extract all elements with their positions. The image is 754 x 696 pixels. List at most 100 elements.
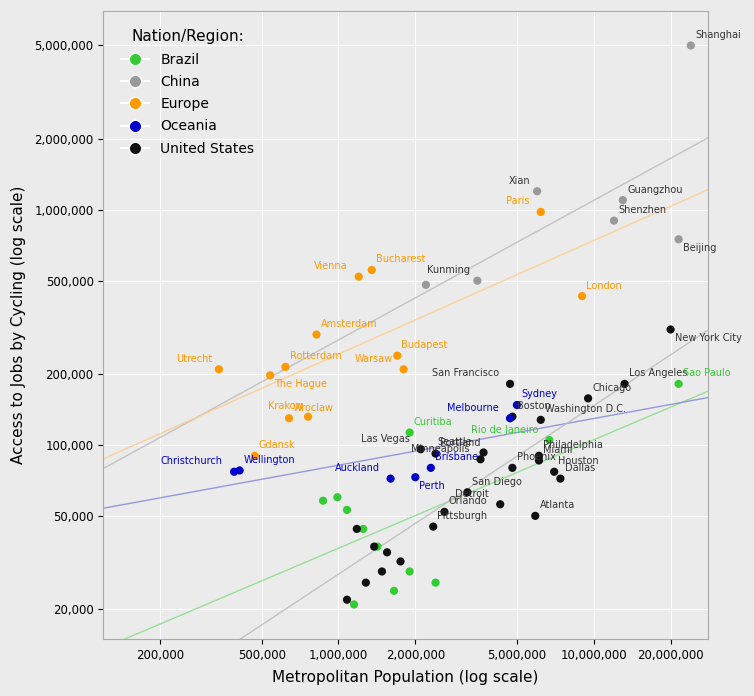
Text: Perth: Perth bbox=[419, 481, 446, 491]
Text: Miami: Miami bbox=[543, 445, 572, 455]
Point bbox=[264, 370, 276, 381]
Text: Shanghai: Shanghai bbox=[695, 30, 740, 40]
Point bbox=[213, 364, 225, 375]
Text: San Francisco: San Francisco bbox=[432, 368, 499, 379]
Point bbox=[228, 466, 240, 477]
Point bbox=[544, 434, 556, 445]
Point bbox=[507, 411, 519, 422]
Point bbox=[507, 462, 519, 473]
Text: Phoenix: Phoenix bbox=[516, 452, 556, 462]
Point bbox=[302, 411, 314, 422]
Text: Melbourne: Melbourne bbox=[447, 403, 499, 413]
Point bbox=[430, 448, 442, 459]
Point bbox=[673, 234, 685, 245]
Point bbox=[618, 379, 630, 390]
Point bbox=[685, 40, 697, 51]
Point bbox=[428, 521, 440, 532]
Text: Auckland: Auckland bbox=[335, 463, 379, 473]
Text: Vienna: Vienna bbox=[314, 261, 348, 271]
Point bbox=[391, 350, 403, 361]
Point bbox=[673, 379, 685, 390]
Point bbox=[425, 462, 437, 473]
Text: Utrecht: Utrecht bbox=[176, 354, 212, 364]
Point bbox=[283, 413, 295, 424]
Point bbox=[511, 400, 523, 411]
Y-axis label: Access to Jobs by Cycling (log scale): Access to Jobs by Cycling (log scale) bbox=[11, 186, 26, 464]
Text: Wellington: Wellington bbox=[244, 455, 296, 465]
Text: Portland: Portland bbox=[440, 438, 480, 448]
Point bbox=[533, 450, 545, 461]
Point bbox=[420, 279, 432, 290]
Text: Guangzhou: Guangzhou bbox=[627, 184, 682, 195]
Point bbox=[617, 195, 629, 206]
Point bbox=[249, 450, 261, 461]
Text: Houston: Houston bbox=[559, 456, 599, 466]
Point bbox=[341, 594, 353, 606]
Text: Boston: Boston bbox=[516, 401, 550, 411]
Point bbox=[576, 290, 588, 301]
Point bbox=[461, 487, 474, 498]
Text: Chicago: Chicago bbox=[592, 383, 631, 393]
Point bbox=[531, 186, 543, 197]
Point bbox=[357, 523, 369, 535]
Text: Seattle: Seattle bbox=[438, 437, 473, 447]
Text: Christchurch: Christchurch bbox=[161, 456, 223, 466]
Point bbox=[331, 491, 343, 503]
Point bbox=[376, 566, 388, 577]
Legend: Brazil, China, Europe, Oceania, United States: Brazil, China, Europe, Oceania, United S… bbox=[110, 18, 265, 167]
Point bbox=[494, 499, 506, 510]
Point bbox=[535, 414, 547, 425]
Point bbox=[381, 547, 393, 558]
Point bbox=[529, 510, 541, 521]
Text: Las Vegas: Las Vegas bbox=[360, 434, 409, 443]
X-axis label: Metropolitan Population (log scale): Metropolitan Population (log scale) bbox=[272, 670, 539, 685]
Text: Bucharest: Bucharest bbox=[376, 255, 425, 264]
Text: New York City: New York City bbox=[675, 333, 742, 343]
Text: Gdansk: Gdansk bbox=[259, 441, 296, 450]
Text: Brisbane: Brisbane bbox=[435, 452, 478, 462]
Point bbox=[311, 329, 323, 340]
Point bbox=[409, 472, 421, 483]
Text: Sydney: Sydney bbox=[521, 390, 557, 400]
Text: Wroclaw: Wroclaw bbox=[293, 403, 334, 413]
Point bbox=[477, 447, 489, 458]
Point bbox=[533, 455, 545, 466]
Text: Warsaw: Warsaw bbox=[354, 354, 393, 364]
Point bbox=[474, 454, 486, 465]
Point bbox=[554, 473, 566, 484]
Point bbox=[360, 577, 372, 588]
Point bbox=[394, 556, 406, 567]
Text: Shenzhen: Shenzhen bbox=[618, 205, 667, 215]
Point bbox=[471, 275, 483, 286]
Point bbox=[397, 364, 409, 375]
Text: Washington D.C.: Washington D.C. bbox=[545, 404, 626, 414]
Text: Paris: Paris bbox=[506, 196, 529, 207]
Text: Kunming: Kunming bbox=[428, 265, 470, 275]
Text: Budapest: Budapest bbox=[401, 340, 448, 350]
Text: Rotterdam: Rotterdam bbox=[290, 351, 342, 361]
Point bbox=[664, 324, 676, 335]
Point bbox=[430, 577, 442, 588]
Text: Krakow: Krakow bbox=[268, 401, 304, 411]
Text: Los Angeles: Los Angeles bbox=[629, 368, 687, 379]
Text: Minneapolis: Minneapolis bbox=[411, 444, 470, 454]
Text: The Hague: The Hague bbox=[274, 379, 327, 389]
Text: Xian: Xian bbox=[508, 175, 530, 186]
Point bbox=[403, 566, 415, 577]
Text: Dallas: Dallas bbox=[565, 463, 595, 473]
Point bbox=[548, 466, 560, 477]
Point bbox=[371, 541, 383, 552]
Point bbox=[280, 361, 292, 372]
Point bbox=[234, 465, 246, 476]
Text: Amsterdam: Amsterdam bbox=[320, 319, 377, 329]
Point bbox=[582, 393, 594, 404]
Text: Curitiba: Curitiba bbox=[414, 417, 452, 427]
Point bbox=[341, 505, 353, 516]
Text: Pittsburgh: Pittsburgh bbox=[437, 511, 488, 521]
Text: Sao Paulo: Sao Paulo bbox=[683, 368, 731, 379]
Point bbox=[348, 599, 360, 610]
Text: Orlando: Orlando bbox=[449, 496, 487, 506]
Point bbox=[366, 264, 378, 276]
Text: Atlanta: Atlanta bbox=[539, 500, 575, 510]
Point bbox=[415, 443, 427, 454]
